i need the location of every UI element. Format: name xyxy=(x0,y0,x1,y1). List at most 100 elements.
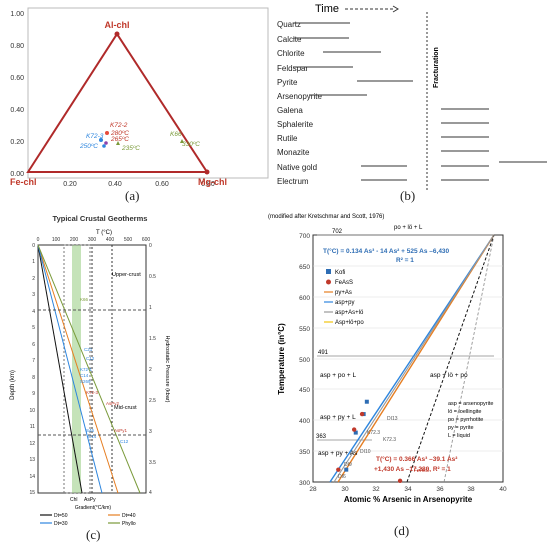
label-250: 250ºC xyxy=(79,143,98,150)
depth-tick: 7 xyxy=(32,358,35,364)
depth-tick: 6 xyxy=(32,342,35,348)
pressure-tick: 0 xyxy=(149,243,152,249)
curve-blue xyxy=(329,234,495,483)
mineral-label: Sphalerite xyxy=(277,120,314,129)
caption-d: (d) xyxy=(394,523,410,538)
point-label: K72.3 xyxy=(367,430,380,436)
mid-crust-label: Mid-crust xyxy=(114,405,137,411)
legend-item: Phyllo xyxy=(122,521,136,527)
chl-band xyxy=(72,245,81,493)
y-tick: 1.00 xyxy=(10,11,24,18)
label-265: 265ºC xyxy=(110,136,129,143)
panel-a: 1.00 0.80 0.60 0.40 0.20 0.00 0.20 0.40 … xyxy=(0,0,275,205)
x-tick: 32 xyxy=(372,486,380,493)
grid-lines xyxy=(313,265,503,452)
abbrev-key: asp = arsenopyrite lö = loellingite po =… xyxy=(448,401,493,439)
arrow-head-icon xyxy=(392,5,399,13)
ternary-triangle xyxy=(26,32,209,173)
mineral-label: Chlorite xyxy=(277,49,305,58)
curve-grey-dashed xyxy=(443,234,495,483)
panel-b-svg: Time Fracturation Quartz Calcite Chlorit… xyxy=(277,3,547,190)
pressure-tick: 1.5 xyxy=(149,336,156,342)
y-tick: 700 xyxy=(299,233,310,240)
geotherm-30 xyxy=(37,244,103,494)
source-note: (modified after Kretschmar and Scott, 19… xyxy=(268,214,384,220)
x-tick: 0.40 xyxy=(108,181,122,188)
top-tick: 600 xyxy=(142,237,151,243)
y-tick: 500 xyxy=(299,357,310,364)
panel-a-y-ticks: 1.00 0.80 0.60 0.40 0.20 0.00 xyxy=(10,11,24,178)
sample-label: K66 xyxy=(80,297,89,302)
panel-d-svg: (modified after Kretschmar and Scott, 19… xyxy=(268,214,507,504)
legend-item: py+As xyxy=(335,290,352,296)
top-tick: 300 xyxy=(88,237,97,243)
mark-702: 702 xyxy=(332,229,343,235)
point-label: FeAsS xyxy=(414,468,430,474)
feass-point xyxy=(359,411,365,417)
upper-crust-label: Upper-crust xyxy=(112,272,141,278)
mineral-label: Pyrite xyxy=(277,78,298,87)
x-tick: 28 xyxy=(309,486,317,493)
depth-ticks: 0 1 2 3 4 5 6 7 8 9 10 11 12 13 14 15 xyxy=(29,243,35,496)
depth-tick: 11 xyxy=(30,424,35,430)
legend-item: Kofi xyxy=(335,270,345,276)
pressure-tick: 2 xyxy=(149,367,152,373)
x-tick: 38 xyxy=(467,486,475,493)
y-tick: 450 xyxy=(299,387,310,394)
data-points xyxy=(336,399,403,483)
top-tick: 500 xyxy=(124,237,133,243)
depth-tick: 4 xyxy=(32,309,35,315)
legend-item: Dt=50 xyxy=(54,513,68,519)
kofi-point xyxy=(353,430,358,435)
gradient-label: Gradient(°C/km) xyxy=(75,505,112,511)
depth-tick: 10 xyxy=(29,408,35,414)
aspy-range xyxy=(63,244,91,494)
depth-tick: 1 xyxy=(32,259,35,265)
field-label: asp + py + L xyxy=(320,414,356,421)
kofi-point xyxy=(364,399,369,404)
legend-marker xyxy=(326,269,331,274)
x-tick: 0.60 xyxy=(155,181,169,188)
plot-legend: Kofi FeAsS py+As asp+py asp+As+lö Asp+lö… xyxy=(324,269,364,326)
kofi-point xyxy=(344,467,349,472)
depth-tick: 2 xyxy=(32,276,35,282)
pressure-tick: 4 xyxy=(149,490,152,496)
point-235 xyxy=(116,141,120,145)
panel-b: Time Fracturation Quartz Calcite Chlorit… xyxy=(275,0,550,205)
y-tick: 350 xyxy=(299,449,310,456)
y-tick: 0.20 xyxy=(10,139,24,146)
depth-tick: 14 xyxy=(29,474,35,480)
legend-item: Asp+lö+po xyxy=(335,320,364,326)
panel-a-svg: 1.00 0.80 0.60 0.40 0.20 0.00 0.20 0.40 … xyxy=(10,7,269,188)
label-330: 330ºC xyxy=(182,141,200,148)
mineral-label: Arsenopyrite xyxy=(277,92,322,101)
equation-blue: T(°C) = 0.134 As³ - 14 As² + 525 As –6,4… xyxy=(323,247,450,255)
top-tick: 100 xyxy=(52,237,61,243)
mineral-label: Monazite xyxy=(277,148,310,157)
feass-point xyxy=(336,467,341,472)
legend-marker xyxy=(326,279,331,285)
y-ticks: 700 650 600 550 500 450 400 350 300 xyxy=(299,233,310,487)
x-axis-label: Atomic % Arsenic in Arsenopyrite xyxy=(344,495,473,504)
geotherm-title: Typical Crustal Geotherms xyxy=(53,214,148,223)
y-tick: 0.00 xyxy=(10,171,24,178)
caption-a: (a) xyxy=(125,188,140,203)
point-label: DI10 xyxy=(360,449,371,455)
key-item: L = liquid xyxy=(448,433,470,439)
pressure-ticks: 0 0.5 1 1.5 2 2.5 3 3.5 4 xyxy=(149,243,156,496)
sample-label: C12 xyxy=(86,356,95,361)
x-ticks: 28 30 32 34 36 38 40 xyxy=(309,486,507,493)
time-label: Time xyxy=(315,3,339,15)
y-tick: 0.80 xyxy=(10,43,24,50)
pressure-tick: 0.5 xyxy=(149,274,156,280)
curve-orange xyxy=(337,234,495,483)
point-k66 xyxy=(180,139,184,143)
legend-item: asp+py xyxy=(335,300,355,306)
depth-tick: 0 xyxy=(32,243,35,249)
depth-tick: 9 xyxy=(32,391,35,397)
pressure-tick: 3.5 xyxy=(149,460,156,466)
curve-grey xyxy=(333,234,495,483)
panel-a-frame xyxy=(27,7,269,179)
point-k72-2 xyxy=(105,131,109,135)
sample-label: S46 xyxy=(86,428,95,433)
